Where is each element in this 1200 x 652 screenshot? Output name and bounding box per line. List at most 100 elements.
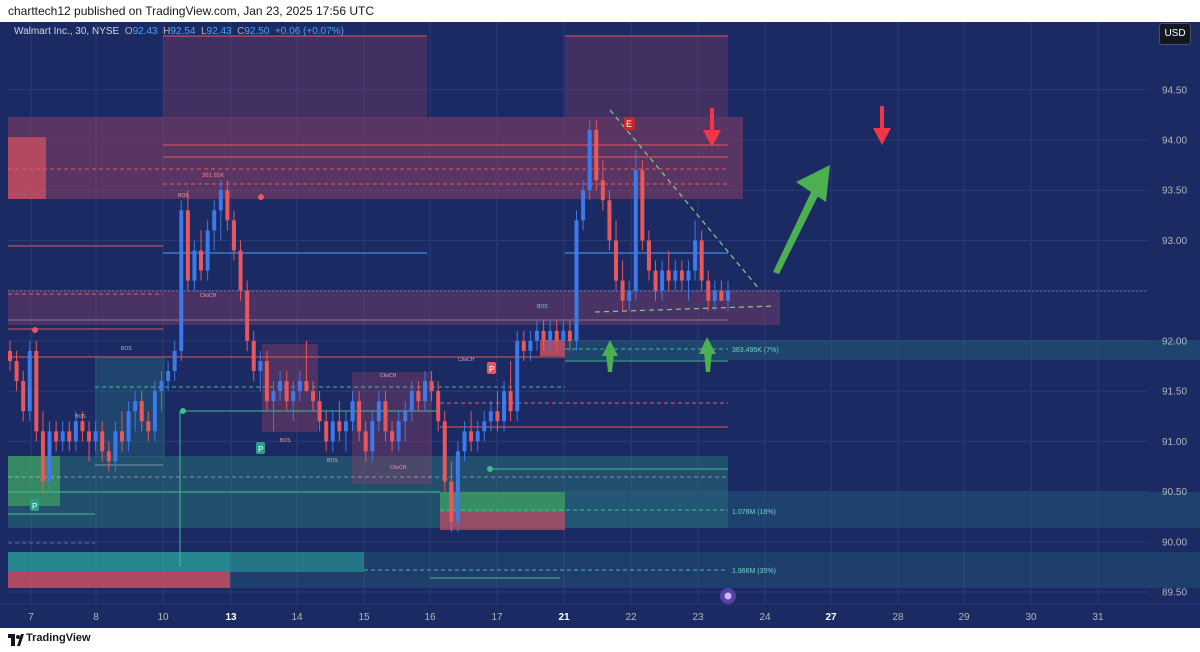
candle xyxy=(587,119,592,201)
candle-body xyxy=(238,250,243,291)
candle-body xyxy=(403,411,408,422)
candle xyxy=(304,340,309,392)
candle xyxy=(87,421,92,462)
high-label: H xyxy=(163,26,171,37)
zone-right-supply xyxy=(565,36,728,118)
candle xyxy=(666,250,671,291)
candle xyxy=(561,320,566,351)
bos-label: BOS xyxy=(537,304,548,310)
close-label: C xyxy=(237,26,245,37)
y-tick-label: 90.50 xyxy=(1162,487,1187,498)
candle-body xyxy=(8,350,12,361)
x-tick-label: 14 xyxy=(291,612,303,623)
tradingview-brand: TradingView xyxy=(26,632,91,644)
vol-low1-label: 1.078M (18%) xyxy=(732,509,776,516)
footer: TradingView xyxy=(0,628,1200,652)
x-tick-label: 31 xyxy=(1092,612,1104,623)
swing-point xyxy=(180,408,186,414)
candle xyxy=(416,381,421,412)
candles-layer xyxy=(8,119,730,532)
candle xyxy=(449,461,454,532)
x-tick-label: 16 xyxy=(424,612,436,623)
chart-svg[interactable]: BOS 361.65K ChoCH BOS BOS BOS BOS ChoCH … xyxy=(0,22,1200,628)
candle xyxy=(679,260,684,291)
candle-body xyxy=(719,290,724,301)
triangle-lower-trendline xyxy=(594,305,776,313)
candle xyxy=(600,160,605,211)
candle-body xyxy=(726,290,730,301)
candle-body xyxy=(113,431,118,462)
candle xyxy=(436,381,441,432)
zone-red-low xyxy=(440,512,565,530)
candle xyxy=(614,220,619,291)
candle xyxy=(548,320,553,351)
candle-body xyxy=(317,401,322,422)
x-tick-label: 22 xyxy=(625,612,637,623)
candle xyxy=(251,330,256,382)
candle xyxy=(14,350,19,392)
candle xyxy=(693,220,698,281)
candle xyxy=(330,411,335,452)
candle xyxy=(324,411,329,452)
candle xyxy=(534,320,539,351)
candle-body xyxy=(567,330,572,341)
x-tick-label: 24 xyxy=(759,612,771,623)
candle xyxy=(317,391,322,432)
candle xyxy=(429,371,434,402)
candle-body xyxy=(205,230,210,271)
candle-body xyxy=(212,210,217,231)
candle-body xyxy=(199,250,204,271)
candle-body xyxy=(73,421,78,442)
candle-body xyxy=(620,280,625,301)
chart-area[interactable]: BOS 361.65K ChoCH BOS BOS BOS BOS ChoCH … xyxy=(0,22,1200,628)
candle-body xyxy=(633,170,638,291)
candle xyxy=(409,381,414,422)
candle xyxy=(34,340,39,442)
candle xyxy=(245,280,250,351)
candle xyxy=(133,391,138,432)
currency-button[interactable]: USD xyxy=(1159,23,1191,45)
candle xyxy=(8,340,12,372)
candle xyxy=(139,391,144,432)
candle-body xyxy=(693,240,698,271)
current-price-axis-marker xyxy=(1152,284,1192,298)
low-label: L xyxy=(200,26,207,37)
zone-bottom-red xyxy=(8,572,230,588)
candle xyxy=(521,330,526,361)
x-tick-label: 8 xyxy=(93,612,99,623)
candle-body xyxy=(278,381,283,392)
choch-label: ChoCH xyxy=(390,465,407,471)
y-tick-label: 91.50 xyxy=(1162,387,1187,398)
candle xyxy=(567,320,572,351)
x-tick-label: 30 xyxy=(1025,612,1037,623)
zone-green-low xyxy=(440,492,565,512)
zone-right-low-band xyxy=(565,492,1200,528)
candle xyxy=(100,421,105,462)
candle xyxy=(218,180,223,241)
candle-body xyxy=(436,391,441,422)
candle-body xyxy=(600,180,605,201)
candle xyxy=(594,119,599,191)
candle xyxy=(205,220,210,281)
candle xyxy=(607,190,612,251)
candle-body xyxy=(502,391,507,422)
symbol-name: Walmart Inc., 30, NYSE xyxy=(14,26,120,37)
candle-body xyxy=(653,270,658,291)
candle-body xyxy=(34,350,39,432)
candle xyxy=(554,320,559,351)
candle-body xyxy=(258,360,263,372)
e-marker xyxy=(624,117,635,130)
zone-low-demand-green xyxy=(8,456,60,506)
candle-body xyxy=(673,270,678,281)
candle-body xyxy=(251,340,256,372)
x-tick-label: 7 xyxy=(28,612,34,623)
down-arrow-icon xyxy=(873,106,891,145)
candle-body xyxy=(390,431,395,442)
x-tick-label: 27 xyxy=(825,612,837,623)
candle-body xyxy=(495,411,500,422)
e-marker-text: E xyxy=(626,119,632,129)
time-axis[interactable]: 7 8 10 13 14 15 16 17 21 22 23 24 27 28 29 30 31 xyxy=(0,603,1200,623)
open-label: O xyxy=(124,26,133,37)
candle xyxy=(488,401,493,432)
candle-body xyxy=(660,270,665,291)
